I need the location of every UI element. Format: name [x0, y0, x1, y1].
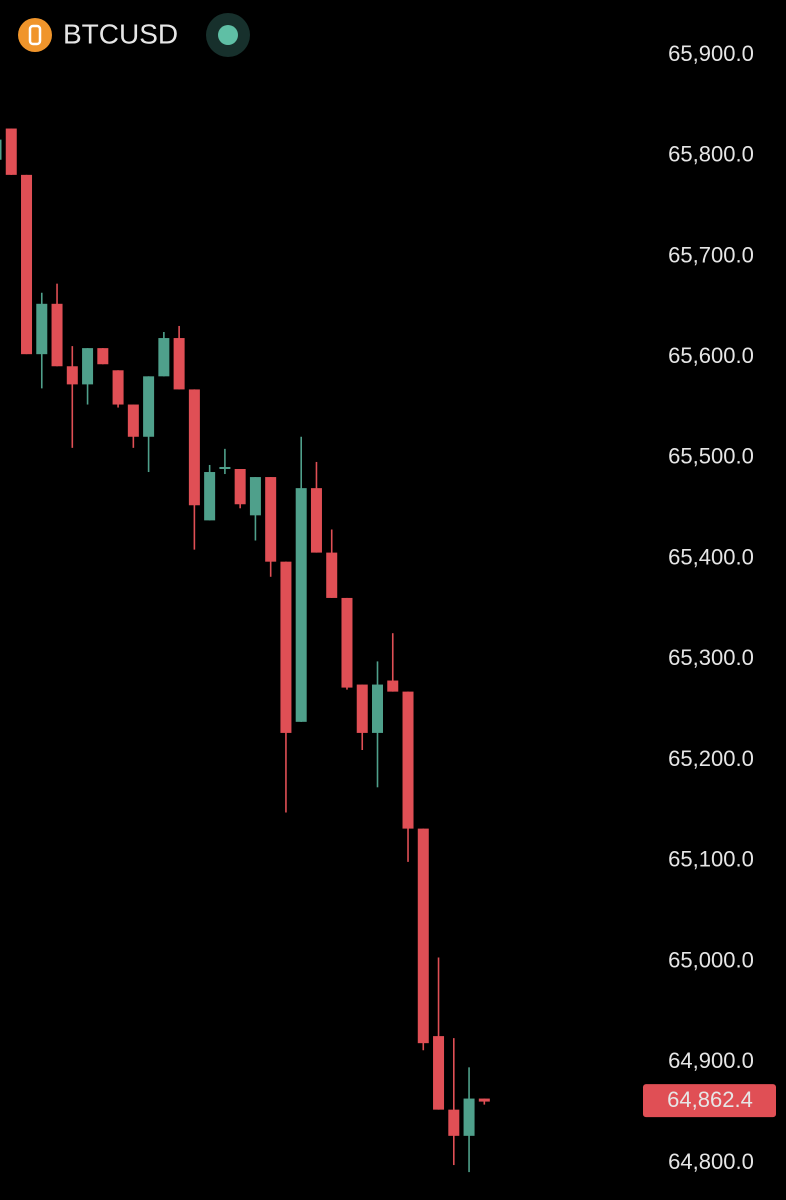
y-tick-label: 65,100.0	[668, 847, 754, 872]
y-tick-label: 64,800.0	[668, 1149, 754, 1174]
candle-body	[356, 684, 368, 733]
candle-body	[66, 366, 78, 385]
candle-body	[21, 174, 33, 355]
candle-body	[234, 469, 246, 505]
candle-body	[0, 139, 2, 160]
y-tick-label: 65,000.0	[668, 947, 754, 972]
candle-body	[326, 552, 338, 598]
candle-body	[143, 376, 155, 437]
coin-glyph	[28, 24, 42, 46]
candle-body	[417, 828, 429, 1044]
candle-body	[36, 303, 48, 355]
candle-body	[341, 597, 353, 688]
candle-body	[112, 370, 124, 405]
candle-body	[372, 684, 383, 733]
candle-body	[265, 477, 277, 562]
candle-body	[295, 488, 307, 722]
y-tick-label: 65,400.0	[668, 544, 754, 569]
y-tick-label: 65,500.0	[668, 444, 754, 469]
candle-body	[219, 466, 231, 470]
candle-body	[249, 477, 261, 516]
candle-body	[5, 128, 17, 175]
candle-body	[82, 348, 94, 385]
status-dot	[218, 25, 238, 45]
candle-body	[188, 389, 200, 506]
coin-icon	[18, 18, 52, 52]
candle-body	[280, 561, 292, 733]
candle-body	[51, 303, 63, 367]
candle-body	[310, 488, 322, 553]
y-tick-label: 64,900.0	[668, 1048, 754, 1073]
candle-body	[127, 404, 139, 437]
y-tick-label: 65,600.0	[668, 343, 754, 368]
candle-body	[402, 691, 414, 829]
last-price-box	[643, 1084, 776, 1118]
y-tick-label: 65,700.0	[668, 242, 754, 267]
candle-body	[463, 1098, 475, 1136]
last-price-label: 64,862.4	[667, 1087, 753, 1112]
candle-body	[478, 1098, 490, 1102]
candle-body	[173, 338, 185, 390]
candle-body	[387, 680, 399, 692]
y-tick-label: 65,800.0	[668, 142, 754, 167]
candle-body	[448, 1109, 460, 1136]
candle-body	[158, 338, 170, 377]
candle-body	[97, 348, 109, 365]
candle-body	[433, 1036, 445, 1110]
y-tick-label: 65,300.0	[668, 645, 754, 670]
y-tick-label: 65,200.0	[668, 746, 754, 771]
candle-body	[204, 472, 216, 521]
chart-title: BTCUSD	[63, 18, 178, 49]
y-tick-label: 65,900.0	[668, 41, 754, 66]
